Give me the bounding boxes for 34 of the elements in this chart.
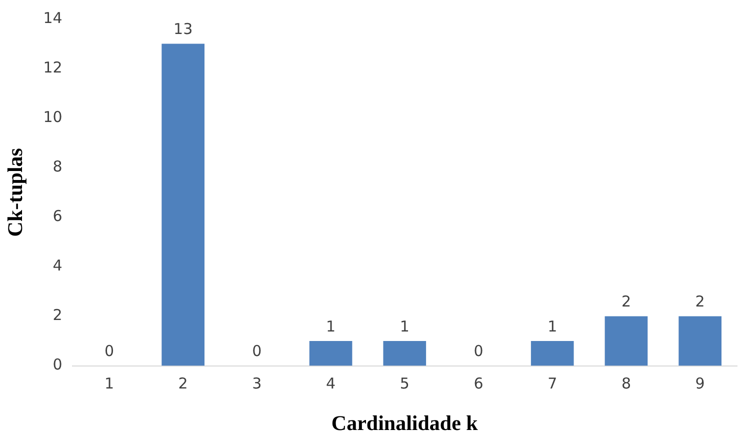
x-axis-title: Cardinalidade k: [331, 410, 478, 435]
y-tick-label: 10: [43, 108, 62, 126]
y-tick-label: 12: [43, 58, 62, 76]
data-label: 2: [695, 292, 705, 311]
bar: [162, 44, 204, 366]
bar: [678, 316, 722, 366]
bar: [383, 341, 426, 366]
data-label: 2: [621, 292, 631, 311]
y-tick-label: 0: [52, 356, 62, 374]
x-tick-label: 7: [548, 374, 558, 393]
x-tick-label: 3: [252, 374, 262, 393]
x-tick-label: 2: [178, 374, 188, 393]
y-axis-title: Ck-tuplas: [3, 148, 28, 237]
data-label: 1: [400, 317, 410, 336]
data-label: 1: [326, 317, 336, 336]
x-tick-label: 1: [104, 374, 114, 393]
bar: [309, 341, 352, 366]
y-tick-label: 2: [52, 306, 62, 324]
bar: [604, 316, 648, 366]
data-label: 0: [474, 342, 484, 360]
data-label: 13: [174, 20, 193, 38]
data-label: 0: [104, 342, 114, 360]
x-tick-label: 4: [326, 374, 336, 393]
y-tick-label: 4: [52, 256, 62, 275]
x-tick-label: 5: [400, 374, 410, 393]
x-tick-label: 8: [621, 374, 631, 393]
y-tick-label: 14: [43, 8, 62, 27]
y-tick-label: 8: [52, 158, 62, 176]
data-label: 1: [548, 317, 558, 336]
data-label: 0: [252, 342, 262, 360]
x-tick-label: 6: [474, 374, 484, 393]
x-tick-label: 9: [695, 374, 705, 393]
y-tick-label: 6: [52, 207, 62, 226]
bar: [530, 341, 574, 366]
